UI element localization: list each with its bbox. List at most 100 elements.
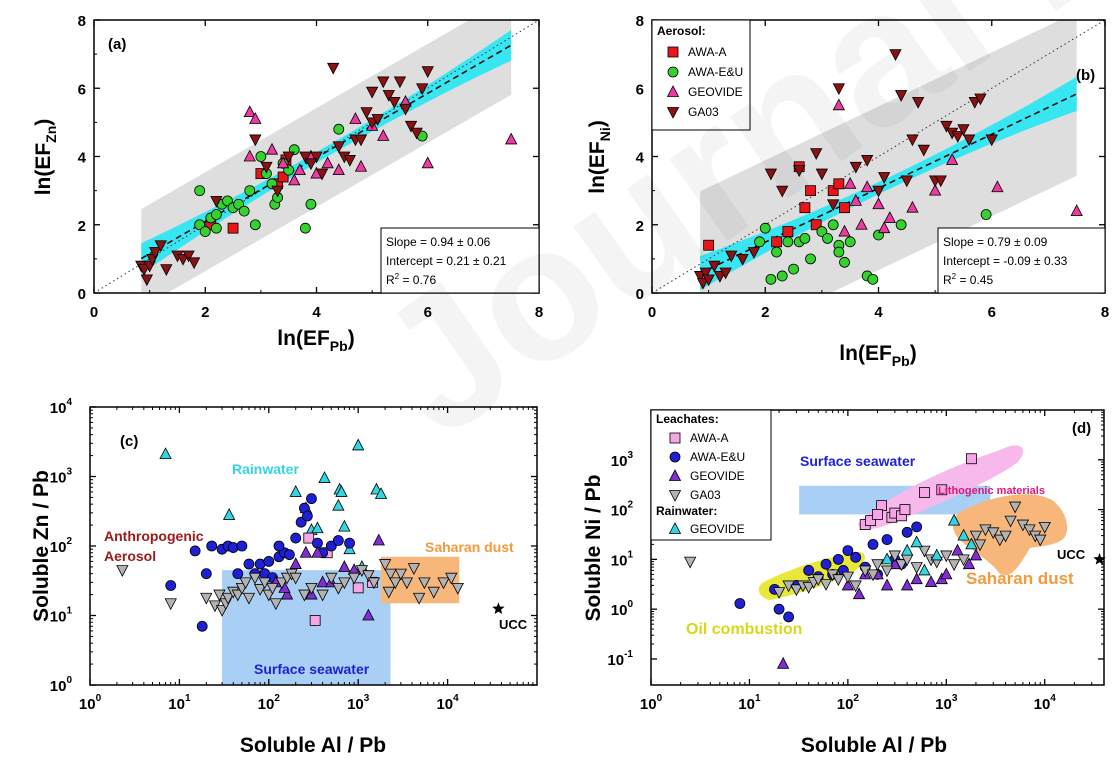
- panel-b-point-ga03: [827, 199, 840, 212]
- panel-d-annot-lithogenic: Lithogenic materials: [938, 485, 1045, 497]
- panel-a-point-ga03: [160, 264, 173, 276]
- panel-b-ytick-label: 2: [636, 218, 644, 235]
- panel-d-point-ga03: [871, 559, 884, 572]
- panel-b-point-ga03: [708, 260, 721, 273]
- panel-d-point-geovide: [962, 557, 976, 570]
- panel-d-xtick-label: 104: [1034, 693, 1057, 713]
- panel-d-ytick-label: 10-1: [607, 649, 633, 669]
- panel-a-ytick-label: 2: [78, 218, 86, 235]
- panel-d-point-geovide: [900, 578, 914, 591]
- panel-a-point-ga03: [249, 134, 262, 147]
- panel-d-legend-title2: Rainwater:: [656, 504, 717, 518]
- panel-c-point-ga03: [316, 589, 329, 602]
- panel-b-point-ga03: [736, 253, 749, 266]
- panel-c-point-awa-e-u: [290, 532, 302, 544]
- panel-c-point-ga03: [378, 559, 392, 571]
- panel-b-point-awa-e-u: [895, 219, 907, 231]
- panel-a-point-geovide: [243, 105, 256, 118]
- panel-a: 0 2 4 6 8 0 2 4 6 8 (a) ln(EFPb) ln(EFZn) Slope =…: [32, 13, 543, 354]
- panel-c-point-geovide: [316, 575, 329, 588]
- panel-c-point-awa-e-u: [165, 580, 177, 591]
- panel-d-ytick-label: 100: [611, 599, 634, 619]
- panel-b-point-ga03: [962, 134, 976, 147]
- panel-d-ucc-star: [1093, 552, 1106, 565]
- panel-a-point-ga03: [404, 120, 418, 133]
- panel-c-point-rainwater-geovide: [159, 447, 172, 460]
- panel-b-point-geovide: [844, 176, 857, 189]
- panel-c-point-geovide: [311, 545, 324, 558]
- panel-d-point-ga03: [866, 569, 880, 582]
- panel-d-point-ga03: [1038, 521, 1051, 534]
- panel-b-point-geovide: [991, 180, 1004, 193]
- panel-b-point-awa-e-u: [844, 236, 856, 248]
- panel-b-point-ga03: [696, 277, 710, 290]
- panel-b-point-awa-e-u: [833, 246, 845, 258]
- panel-c-point-ga03: [164, 598, 177, 611]
- panel-a-xlabel: ln(EFPb): [277, 327, 354, 354]
- panel-a-point-ga03: [260, 161, 273, 174]
- panel-a-point-geovide: [249, 112, 262, 124]
- panel-c-label: (c): [120, 433, 138, 450]
- panel-c-point-ga03: [221, 592, 235, 605]
- panel-a-point-ga03: [282, 151, 295, 164]
- panel-d-legend-markers: [668, 432, 682, 534]
- panel-c-point-ga03: [367, 577, 381, 590]
- panel-c-point-ga03: [427, 586, 440, 599]
- panel-c-point-awa-e-u: [232, 568, 244, 580]
- panel-a-point-awa-e-u: [305, 198, 317, 210]
- panel-d-point-awa-a: [872, 509, 883, 520]
- panel-b-point-ga03: [878, 172, 891, 184]
- panel-c-point-awa-e-u: [273, 540, 285, 552]
- panel-d-point-ga03: [973, 539, 987, 552]
- panel-a-point-awa-a: [277, 171, 289, 183]
- panel-d-point-rainwater-geovide: [910, 535, 923, 548]
- panel-b-point-ga03: [832, 83, 846, 96]
- panel-b-legend-awa-eu: AWA-E&U: [688, 65, 743, 79]
- panel-d-legend-marker-awa-a: [669, 432, 681, 444]
- panel-c-point-ga03: [418, 577, 431, 590]
- panel-b-point-ga03: [917, 144, 930, 157]
- panel-a-point-ga03: [360, 107, 373, 119]
- panel-c-ytick-label: 100: [50, 675, 73, 695]
- panel-a-point-ga03: [315, 168, 329, 181]
- panel-d-point-awa-e-u: [850, 551, 862, 563]
- panel-d-point-ga03: [987, 527, 1000, 540]
- panel-a-point-ga03: [327, 62, 340, 75]
- panel-a-point-awa-a: [227, 222, 239, 234]
- panel-a-xtick-label: 2: [201, 304, 209, 321]
- panel-a-point-ga03: [416, 83, 429, 96]
- panel-d-point-ga03: [1004, 515, 1017, 528]
- panel-b-point-ga03: [894, 90, 908, 102]
- panel-a-point-ga03: [182, 250, 195, 263]
- panel-a-point-ga03: [421, 66, 434, 79]
- panel-b-point-awa-e-u: [805, 253, 816, 265]
- panel-a-point-awa-e-u: [194, 185, 206, 197]
- panel-d-xtick-label: 101: [738, 693, 761, 713]
- panel-b-point-geovide: [878, 221, 891, 234]
- panel-a-point-ga03: [140, 274, 154, 287]
- panel-a-point-ga03: [354, 134, 368, 147]
- panel-d-point-rainwater-geovide: [947, 513, 961, 526]
- panel-b-point-awa-e-u: [867, 273, 879, 285]
- panel-c-point-ga03: [338, 577, 351, 590]
- panel-d-point-rainwater-geovide: [900, 543, 914, 556]
- panel-a-point-ga03: [393, 76, 407, 89]
- panel-c-point-ga03: [412, 592, 426, 605]
- panel-d-point-geovide: [880, 578, 894, 591]
- panel-a-point-ga03: [310, 151, 323, 164]
- panel-d-label: (d): [1072, 420, 1091, 437]
- panel-b-point-ga03: [934, 175, 947, 188]
- panel-b-point-ga03: [793, 165, 806, 178]
- panel-b-ytick-label: 6: [636, 81, 644, 98]
- panel-d-legend-marker-ga03: [668, 490, 682, 502]
- panel-b-point-ga03: [985, 134, 998, 147]
- panel-b-legend: Aerosol: AWA-A AWA-E&U GEOVIDE GA03: [651, 19, 751, 131]
- panel-c-point-ga03: [298, 589, 311, 602]
- panel-d-point-ga03: [849, 580, 862, 593]
- panel-b-point-ga03: [861, 155, 874, 167]
- panel-d-ytick-label: 102: [611, 500, 634, 520]
- panel-d-legend: Leachates: AWA-A AWA-E&U GEOVIDE GA03 Ra…: [650, 409, 772, 541]
- panel-c-point-ga03: [407, 563, 421, 576]
- panel-c-xtick-label: 103: [347, 693, 370, 713]
- panel-b-legend-awa-a: AWA-A: [688, 45, 726, 59]
